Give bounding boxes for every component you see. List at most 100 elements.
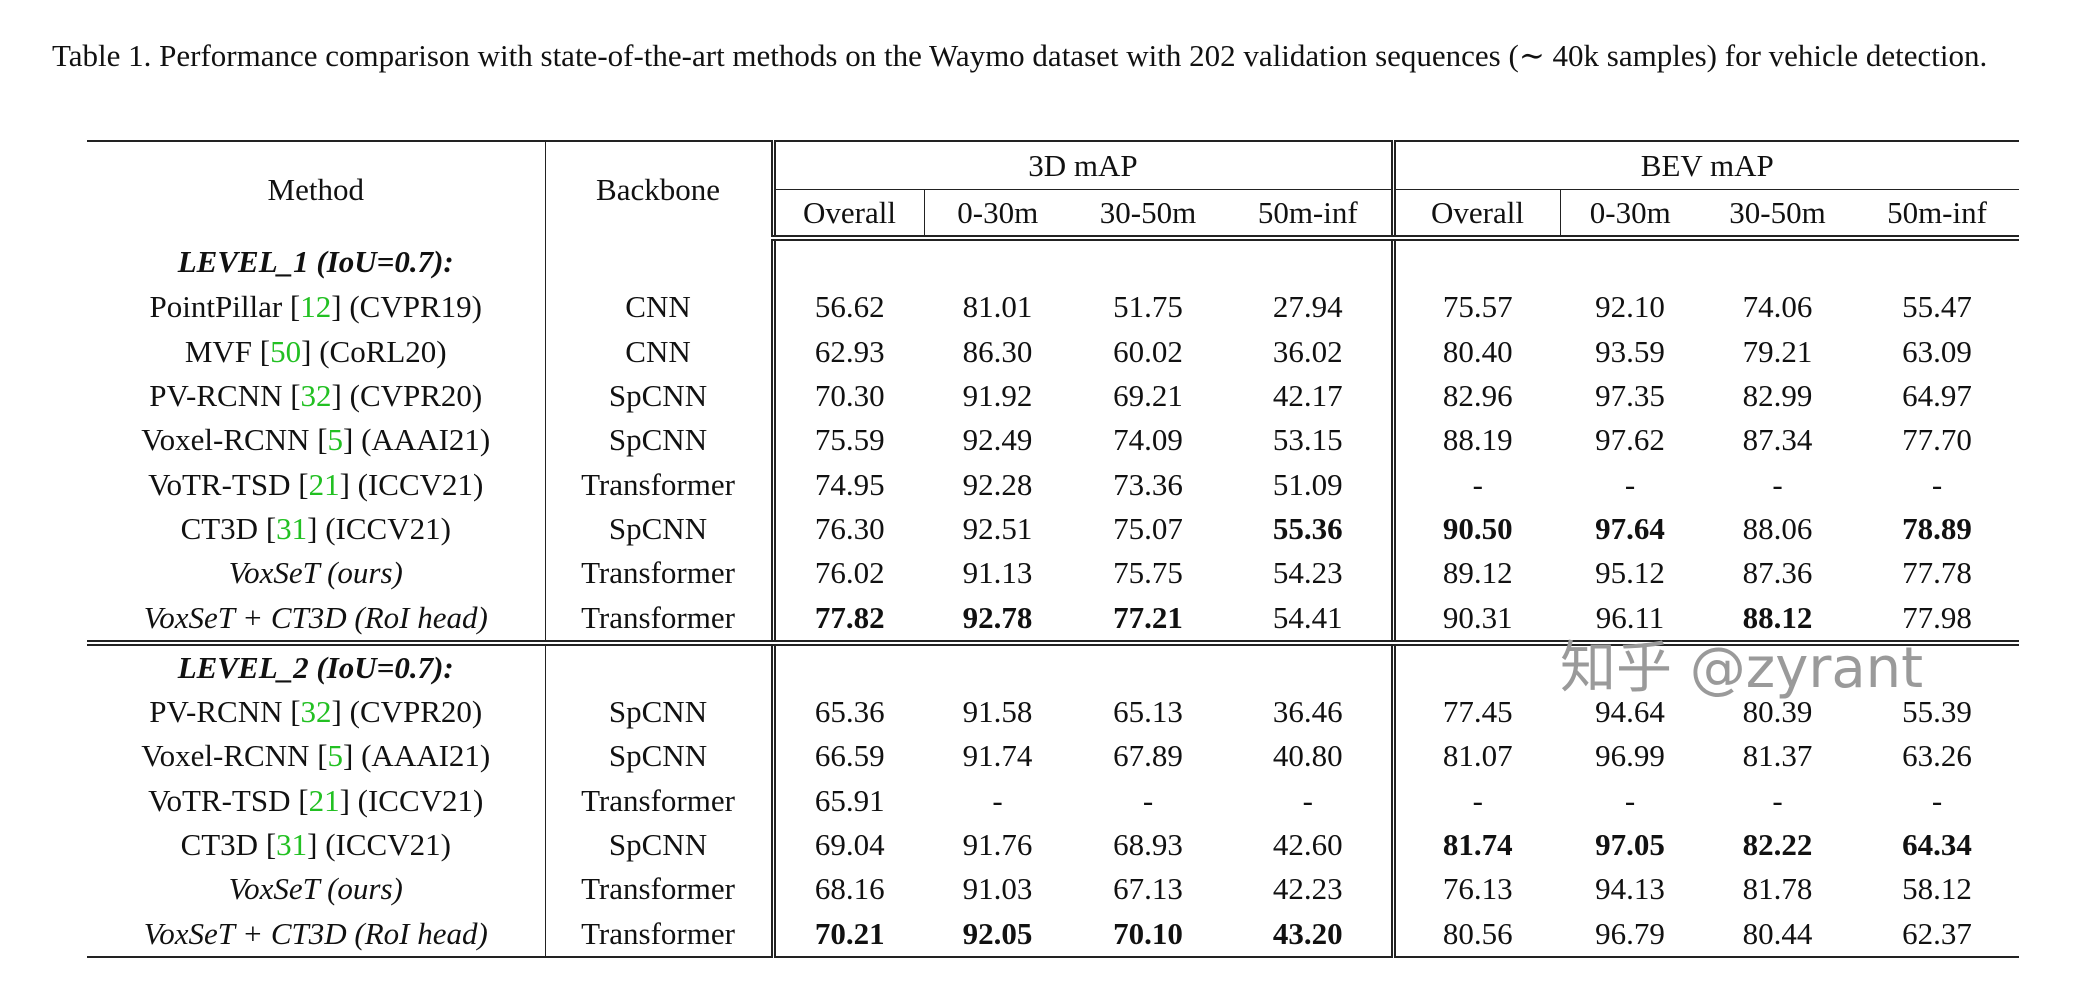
header-backbone: Backbone xyxy=(544,140,773,238)
3d-value-cell: 27.94 xyxy=(1272,289,1343,325)
empty-cell xyxy=(1071,238,1225,285)
3d-value-cell: 92.05 xyxy=(924,911,1071,958)
method-name: Voxel-RCNN [ xyxy=(141,422,328,458)
3d-value-cell: 75.07 xyxy=(1113,510,1183,546)
table-row: Voxel-RCNN [5] (AAAI21) SpCNN 75.59 92.49 74… xyxy=(87,418,2019,463)
header-3d-30-50m: 30-50m xyxy=(1071,189,1225,241)
bev-value-cell: 63.09 xyxy=(1902,333,1972,369)
citation-link[interactable]: 5 xyxy=(327,422,344,458)
citation-link[interactable]: 32 xyxy=(300,378,332,414)
method-name: VoxSeT + CT3D (RoI head) xyxy=(143,915,488,951)
method-cell: PV-RCNN [32] (CVPR20) xyxy=(87,690,545,734)
bev-value-cell: 82.22 xyxy=(1742,827,1813,862)
bev-value-cell: 89.12 xyxy=(1390,551,1560,596)
empty-cell xyxy=(1560,238,1700,285)
method-cell: Voxel-RCNN [5] (AAAI21) xyxy=(87,734,545,778)
citation-link[interactable]: 5 xyxy=(327,738,344,774)
section-label: LEVEL_1 (IoU=0.7): xyxy=(177,243,454,279)
citation-link[interactable]: 50 xyxy=(270,333,302,369)
3d-value-cell: 42.17 xyxy=(1272,378,1343,414)
empty-cell xyxy=(1700,238,1855,285)
bev-value-cell: 93.59 xyxy=(1595,333,1665,369)
bev-value-cell: 97.64 xyxy=(1595,510,1665,546)
backbone-cell: SpCNN xyxy=(544,373,773,419)
header-3d-0-30m: 0-30m xyxy=(923,189,1071,241)
bev-value-cell: 87.34 xyxy=(1742,422,1813,458)
header-bev-50m-inf: 50m-inf xyxy=(1855,189,2019,241)
empty-cell xyxy=(770,642,924,690)
bev-value-cell: 97.05 xyxy=(1595,827,1665,862)
bev-value-cell: 96.11 xyxy=(1560,595,1700,646)
empty-cell xyxy=(1855,238,2019,285)
bev-value-cell: 97.35 xyxy=(1595,378,1665,414)
method-name: CT3D [ xyxy=(180,510,277,546)
3d-value-cell: 76.30 xyxy=(770,506,924,552)
3d-value-cell: 70.30 xyxy=(770,373,924,419)
3d-value-cell: 73.36 xyxy=(1113,466,1183,502)
3d-value-cell: 70.10 xyxy=(1071,911,1225,958)
empty-cell xyxy=(1700,643,1855,690)
table-row: PV-RCNN [32] (CVPR20) SpCNN 65.36 91.58 65.1… xyxy=(87,689,2019,735)
table-row: PV-RCNN [32] (CVPR20) SpCNN 70.30 91.92 69.2… xyxy=(87,373,2019,419)
method-venue: ] (CVPR20) xyxy=(331,378,483,414)
method-venue: ] (ICCV21) xyxy=(339,466,484,502)
3d-value-cell: 75.59 xyxy=(770,418,924,463)
empty-cell xyxy=(1225,238,1393,285)
empty-cell xyxy=(1071,643,1225,690)
citation-link[interactable]: 31 xyxy=(276,827,308,862)
backbone-cell: Transformer xyxy=(544,867,773,912)
empty-cell xyxy=(544,238,773,286)
bev-value-cell: 64.34 xyxy=(1902,827,1972,862)
3d-value-cell: 53.15 xyxy=(1272,422,1343,458)
citation-link[interactable]: 31 xyxy=(276,510,308,546)
method-cell: CT3D [31] (ICCV21) xyxy=(87,507,545,551)
3d-value-cell: 91.13 xyxy=(962,555,1033,591)
bev-value-cell: 88.06 xyxy=(1742,510,1813,546)
bev-value-cell: 87.36 xyxy=(1742,555,1813,591)
bev-value-cell: 78.89 xyxy=(1902,510,1972,546)
3d-value-cell: 54.41 xyxy=(1225,595,1393,646)
3d-value-cell: 55.36 xyxy=(1272,510,1343,546)
3d-value-cell: 67.89 xyxy=(1113,738,1183,774)
method-venue: ] (ICCV21) xyxy=(339,782,484,818)
bev-value-cell: 94.64 xyxy=(1595,694,1665,730)
method-cell: CT3D [31] (ICCV21) xyxy=(87,823,545,867)
method-name: VoTR-TSD [ xyxy=(148,466,309,502)
method-name: VoxSeT + CT3D (RoI head) xyxy=(143,599,488,635)
3d-value-cell: 42.23 xyxy=(1272,871,1343,907)
bev-value-cell: 64.97 xyxy=(1902,378,1972,414)
table-row: CT3D [31] (ICCV21) SpCNN 69.04 91.76 68.93 42… xyxy=(87,822,2019,868)
method-venue: ] (ICCV21) xyxy=(307,510,451,546)
3d-value-cell: 77.82 xyxy=(770,595,924,646)
backbone-cell: CNN xyxy=(544,329,773,374)
bev-value-cell: 96.79 xyxy=(1560,911,1700,958)
method-cell: PointPillar [12] (CVPR19) xyxy=(87,285,545,329)
method-cell: VoTR-TSD [21] (ICCV21) xyxy=(87,779,545,823)
bev-value-cell: 81.37 xyxy=(1742,738,1813,774)
bev-value-cell: 80.40 xyxy=(1390,329,1560,374)
backbone-cell: CNN xyxy=(544,285,773,330)
method-name: VoTR-TSD [ xyxy=(148,782,309,818)
3d-value-cell: - xyxy=(992,782,1003,818)
citation-link[interactable]: 12 xyxy=(300,289,332,325)
bev-value-cell: 75.57 xyxy=(1390,285,1560,330)
bev-value-cell: 88.19 xyxy=(1390,418,1560,463)
header-bev-map: BEV mAP xyxy=(1390,140,2019,190)
table-row: PointPillar [12] (CVPR19) CNN 56.62 81.01 51… xyxy=(87,285,2019,330)
table-row: VoxSeT + CT3D (RoI head) Transformer 77.82… xyxy=(87,595,2019,646)
bev-value-cell: 79.21 xyxy=(1742,333,1813,369)
method-cell: MVF [50] (CoRL20) xyxy=(87,330,545,374)
method-venue: ] (CoRL20) xyxy=(301,333,447,369)
table-row: VoxSeT + CT3D (RoI head) Transformer 70.21… xyxy=(87,911,2019,958)
method-cell: VoxSeT + CT3D (RoI head) xyxy=(87,911,545,958)
bev-value-cell: - xyxy=(1390,462,1560,507)
empty-cell xyxy=(924,643,1071,690)
method-cell: VoxSeT (ours) xyxy=(87,867,545,911)
citation-link[interactable]: 32 xyxy=(300,694,332,730)
citation-link[interactable]: 21 xyxy=(308,466,340,502)
3d-value-cell: 92.28 xyxy=(962,466,1033,502)
table-row: VoTR-TSD [21] (ICCV21) Transformer 74.95 92… xyxy=(87,462,2019,507)
bev-value-cell: - xyxy=(1624,466,1636,502)
citation-link[interactable]: 21 xyxy=(308,782,340,818)
3d-value-cell: 68.93 xyxy=(1113,827,1183,862)
